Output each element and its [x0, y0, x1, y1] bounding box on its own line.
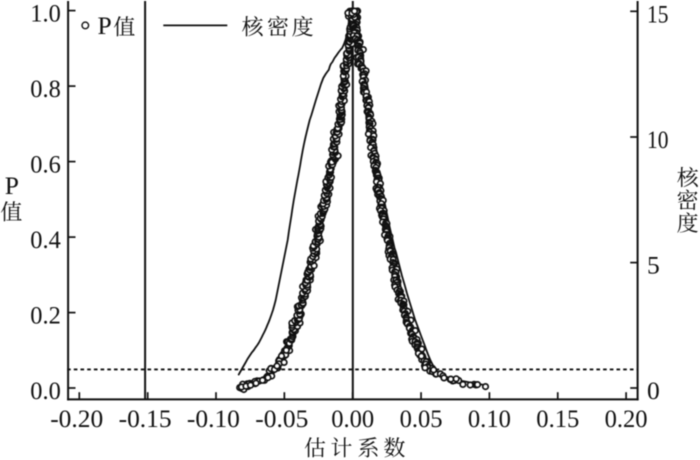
svg-text:P: P: [98, 11, 112, 40]
svg-text:-0.15: -0.15: [119, 404, 172, 433]
svg-text:0.0: 0.0: [30, 376, 61, 405]
svg-text:0.6: 0.6: [30, 150, 61, 179]
svg-text:0.8: 0.8: [30, 74, 61, 103]
svg-text:0.00: 0.00: [331, 404, 374, 433]
svg-text:-0.05: -0.05: [255, 404, 308, 433]
svg-text:0.20: 0.20: [605, 404, 648, 433]
svg-text:1.0: 1.0: [30, 0, 61, 28]
svg-text:0.15: 0.15: [536, 404, 579, 433]
svg-text:0: 0: [647, 376, 660, 405]
svg-text:0.10: 0.10: [468, 404, 511, 433]
svg-text:P: P: [5, 171, 19, 200]
svg-text:10: 10: [647, 125, 669, 154]
svg-text:15: 15: [647, 0, 669, 28]
svg-text:0.4: 0.4: [30, 225, 61, 254]
svg-text:0.2: 0.2: [30, 301, 61, 330]
svg-text:0.05: 0.05: [400, 404, 443, 433]
svg-text:5: 5: [647, 251, 660, 280]
svg-text:-0.10: -0.10: [187, 404, 240, 433]
svg-text:-0.20: -0.20: [50, 404, 103, 433]
